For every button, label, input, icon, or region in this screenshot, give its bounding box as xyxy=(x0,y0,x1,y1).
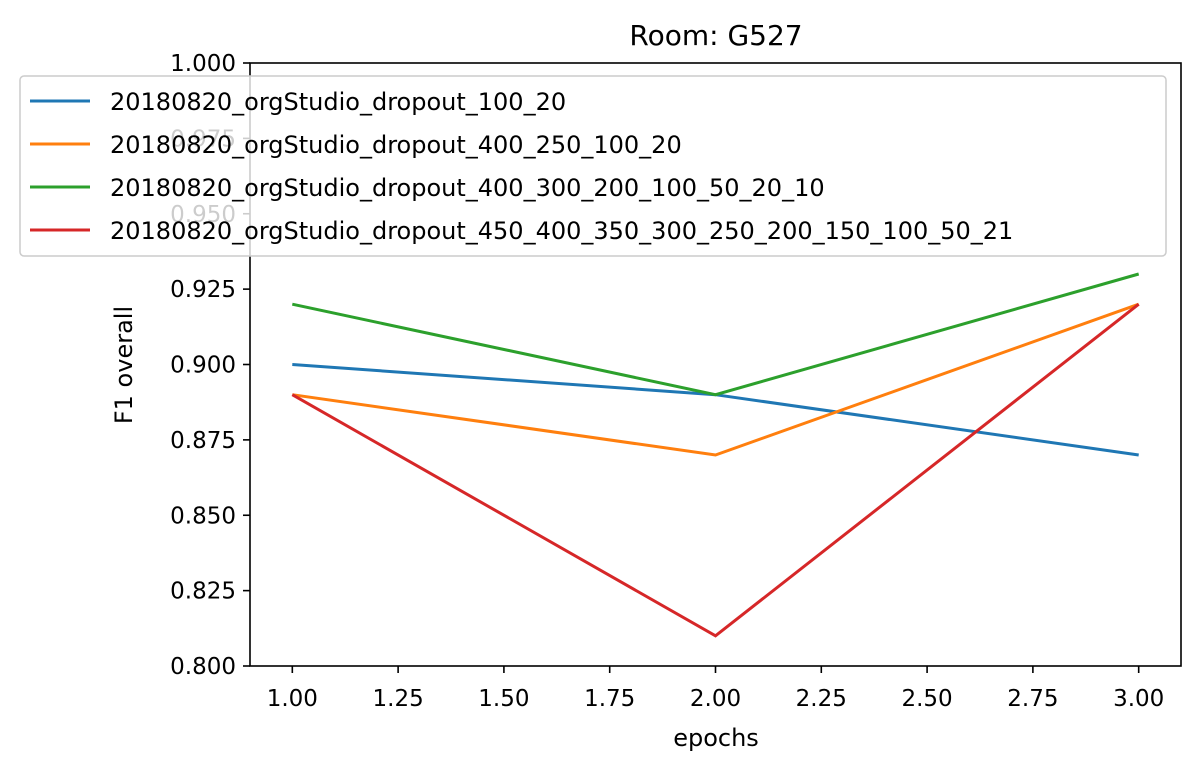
y-tick-label: 1.000 xyxy=(170,51,236,77)
series-line-3 xyxy=(291,272,1140,397)
series-line-4 xyxy=(291,303,1140,638)
y-axis-label: F1 overall xyxy=(110,306,138,424)
y-tick-label: 0.800 xyxy=(170,654,236,680)
y-tick-label: 0.850 xyxy=(170,503,236,529)
chart-title: Room: G527 xyxy=(629,19,802,52)
legend-label-1: 20180820_orgStudio_dropout_100_20 xyxy=(110,88,566,116)
y-tick-label: 0.925 xyxy=(170,277,236,303)
x-tick-label: 1.75 xyxy=(584,686,635,712)
series-line-2 xyxy=(292,302,1140,457)
x-tick-label: 2.50 xyxy=(901,686,952,712)
legend: 20180820_orgStudio_dropout_100_20 2018082… xyxy=(19,75,1167,257)
x-tick-label: 1.50 xyxy=(478,686,529,712)
legend-label-3: 20180820_orgStudio_dropout_400_300_200_1… xyxy=(110,174,825,202)
axes: 1.00 1.25 1.50 1.75 2.00 2.25 2.50 2.75 3.00 0.80… xyxy=(170,51,1182,712)
y-tick-label: 0.900 xyxy=(170,353,236,379)
legend-label-4: 20180820_orgStudio_dropout_450_400_350_3… xyxy=(110,217,1013,245)
plot-area xyxy=(291,272,1140,638)
legend-box xyxy=(19,75,1167,257)
x-tick-label: 1.00 xyxy=(267,686,318,712)
x-tick-label: 2.75 xyxy=(1007,686,1058,712)
y-tick-label: 0.825 xyxy=(170,579,236,605)
x-tick-label: 1.25 xyxy=(373,686,424,712)
x-axis-label: epochs xyxy=(673,724,759,752)
y-tick-label: 0.875 xyxy=(170,428,236,454)
x-tick-label: 2.25 xyxy=(796,686,847,712)
x-tick-label: 2.00 xyxy=(690,686,741,712)
legend-label-2: 20180820_orgStudio_dropout_400_250_100_2… xyxy=(110,131,682,159)
x-tick-label: 3.00 xyxy=(1113,686,1164,712)
series-line-1 xyxy=(292,363,1139,457)
